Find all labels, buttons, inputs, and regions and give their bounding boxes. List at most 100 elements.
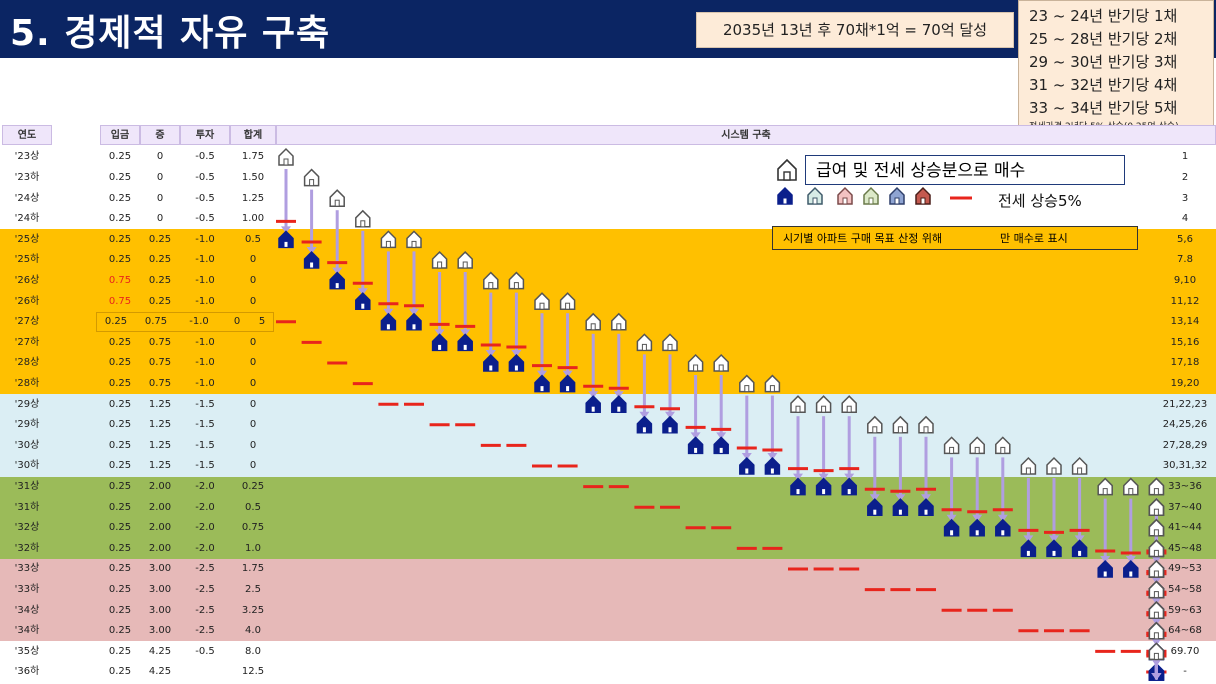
row-band bbox=[0, 208, 1216, 230]
cell-increase: 3.00 bbox=[148, 583, 172, 595]
white-house-icon bbox=[1148, 580, 1165, 599]
navy-house-icon bbox=[559, 374, 576, 393]
legend-house-icon bbox=[889, 186, 905, 205]
navy-house-icon bbox=[995, 518, 1011, 537]
cell-total: 0 bbox=[249, 357, 257, 369]
cell-invest: -0.5 bbox=[195, 192, 215, 204]
cell-deposit: 0.25 bbox=[108, 542, 132, 554]
cell-count: 30,31,32 bbox=[1162, 460, 1208, 472]
arrow-head bbox=[1023, 535, 1034, 543]
cell-increase: 0.75 bbox=[148, 377, 172, 389]
navy-house-icon bbox=[457, 333, 473, 352]
navy-house-icon bbox=[329, 271, 345, 290]
cell-total: 1.75 bbox=[241, 563, 265, 575]
arrow-head bbox=[460, 329, 471, 337]
cell-total: 0.5 bbox=[245, 233, 261, 245]
white-house-icon bbox=[1046, 456, 1062, 475]
cell-count: 69.70 bbox=[1170, 645, 1200, 657]
cell-total: 0 bbox=[249, 460, 257, 472]
plan-line: 31 ~ 32년 반기당 4채 bbox=[1029, 76, 1178, 94]
arrow-head bbox=[1125, 556, 1136, 563]
navy-house-icon bbox=[431, 333, 448, 352]
cell-total: 1.0 bbox=[245, 542, 261, 554]
white-house-icon bbox=[790, 395, 806, 413]
row-band bbox=[0, 600, 1216, 621]
navy-house-icon bbox=[406, 312, 422, 331]
white-house-icon bbox=[918, 415, 934, 434]
cell-count: 4 bbox=[1181, 213, 1189, 225]
white-house-icon bbox=[1020, 456, 1037, 475]
cell-invest: -0.5 bbox=[195, 171, 215, 183]
cell-total: 0.25 bbox=[241, 480, 265, 492]
legend-house-icon bbox=[915, 186, 931, 205]
row-band bbox=[0, 517, 1216, 539]
plan-line: 23 ~ 24년 반기당 1채 bbox=[1029, 7, 1178, 25]
note-box: 시기별 아파트 구매 목표 산정 위해 만 매수로 표시 bbox=[772, 226, 1138, 250]
cell-count: 37~40 bbox=[1168, 501, 1202, 513]
cell-year: '24하 bbox=[14, 213, 40, 225]
cell-deposit: 0.25 bbox=[108, 254, 132, 266]
purchase-plan-box: 23 ~ 24년 반기당 1채 25 ~ 28년 반기당 2채 29 ~ 30년… bbox=[1018, 0, 1214, 138]
navy-house-icon bbox=[1071, 539, 1088, 558]
cell-count: 1 bbox=[1181, 151, 1189, 163]
cell-increase: 0.25 bbox=[148, 295, 172, 307]
cell-invest: -2.0 bbox=[195, 522, 215, 534]
cell-total: 0.5 bbox=[245, 501, 261, 513]
white-house-icon bbox=[1148, 518, 1165, 537]
arrow-head bbox=[1100, 556, 1111, 563]
white-house-icon bbox=[841, 395, 857, 413]
navy-house-icon bbox=[764, 456, 781, 475]
cell-total: 0.75 bbox=[241, 522, 265, 534]
navy-house-icon bbox=[713, 436, 729, 455]
arrow-head bbox=[639, 411, 650, 419]
row-band bbox=[0, 291, 1216, 312]
arrow-head bbox=[869, 494, 880, 502]
cell-increase: 3.00 bbox=[148, 563, 172, 575]
cell-count: 9,10 bbox=[1173, 274, 1197, 286]
cell-total: 0 bbox=[249, 295, 257, 307]
cell-deposit: 0.25 bbox=[108, 377, 132, 389]
cell-year: '28하 bbox=[14, 377, 40, 389]
navy-house-icon bbox=[380, 312, 397, 331]
arrow-head bbox=[844, 473, 855, 481]
cell-deposit: 0.25 bbox=[108, 645, 132, 657]
white-house-icon bbox=[1148, 601, 1165, 619]
header-deposit: 입금 bbox=[100, 125, 140, 145]
note-suffix: 만 매수로 표시 bbox=[1000, 232, 1068, 245]
cell-deposit: 0.25 bbox=[108, 460, 132, 472]
cell-deposit: 0.25 bbox=[108, 336, 132, 348]
cell-total: 0 bbox=[249, 274, 257, 286]
cell-total: 12.5 bbox=[241, 666, 265, 678]
cell-count: 17,18 bbox=[1170, 357, 1200, 369]
legend-buy: 급여 및 전세 상승분으로 매수 bbox=[777, 155, 1125, 185]
white-house-icon bbox=[278, 147, 294, 166]
row-band bbox=[0, 456, 1216, 477]
shifted-row-box bbox=[96, 312, 274, 332]
cell-invest: -0.5 bbox=[195, 645, 215, 657]
white-house-icon bbox=[1148, 477, 1165, 496]
arrow-head bbox=[793, 473, 803, 481]
cell-total: 0 bbox=[249, 439, 257, 451]
row-band bbox=[0, 373, 1216, 395]
cell-increase: 0.25 bbox=[148, 274, 172, 286]
white-house-icon bbox=[1123, 477, 1139, 496]
white-house-icon bbox=[995, 436, 1011, 455]
cell-total: 0 bbox=[249, 377, 257, 389]
white-house-icon bbox=[380, 230, 397, 249]
cell-deposit: 0.25 bbox=[108, 439, 132, 451]
white-house-icon bbox=[892, 415, 909, 434]
arrow-head bbox=[741, 453, 752, 460]
navy-house-icon bbox=[1097, 559, 1113, 578]
white-house-icon bbox=[1148, 539, 1165, 558]
white-house-icon bbox=[559, 292, 576, 310]
cell-count: 59~63 bbox=[1168, 604, 1202, 616]
white-house-icon bbox=[764, 374, 781, 393]
navy-house-icon bbox=[355, 292, 371, 310]
white-house-icon bbox=[406, 230, 422, 249]
arrow-head bbox=[818, 473, 829, 481]
cell-year: '23하 bbox=[14, 171, 40, 183]
cell-total: 1.00 bbox=[241, 213, 265, 225]
white-house-icon bbox=[1071, 456, 1088, 475]
arrow-head bbox=[1151, 673, 1162, 680]
cell-invest: -2.5 bbox=[195, 583, 215, 595]
